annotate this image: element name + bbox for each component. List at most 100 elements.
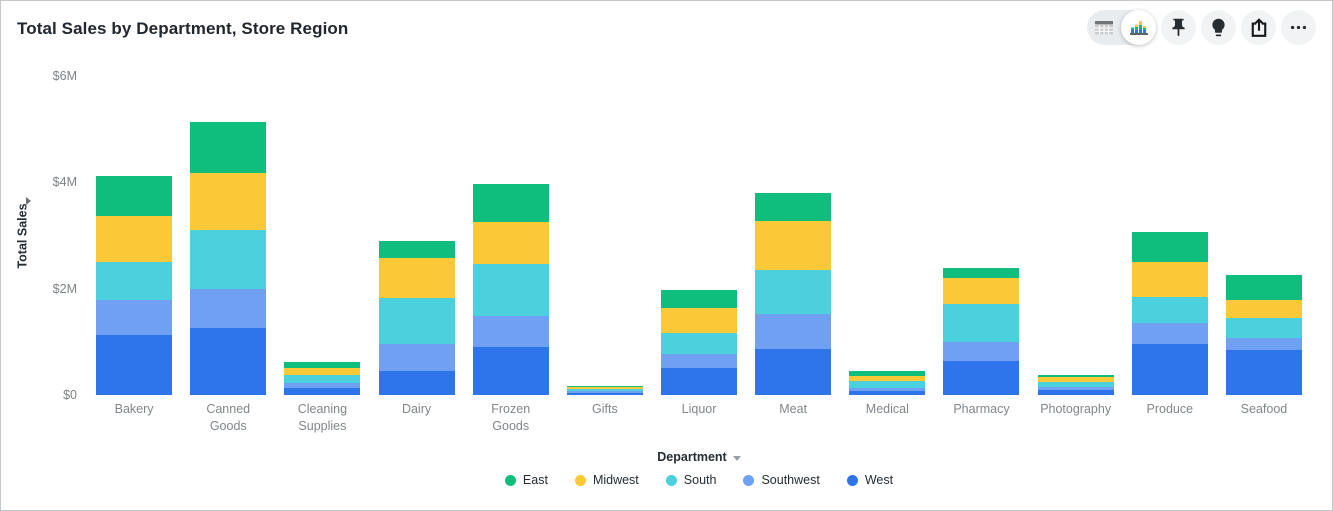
legend-item[interactable]: East — [504, 473, 548, 487]
y-tick-label: $4M — [52, 175, 77, 190]
bar-segment[interactable] — [755, 193, 832, 221]
bar-segment[interactable] — [661, 368, 738, 395]
bar-segment[interactable] — [472, 346, 549, 395]
legend-item[interactable]: Southwest — [743, 473, 820, 487]
x-tick-label: Cleaning Supplies — [297, 402, 348, 433]
pin-button[interactable] — [1161, 10, 1196, 45]
bar-segment[interactable] — [849, 390, 926, 395]
bar-segment[interactable] — [1225, 275, 1302, 300]
bar-segment[interactable] — [566, 389, 643, 392]
bar-segment[interactable] — [566, 392, 643, 395]
bar-segment[interactable] — [190, 327, 267, 395]
bar-segment[interactable] — [1131, 262, 1208, 297]
bar-segment[interactable] — [849, 381, 926, 388]
bar-segment[interactable] — [284, 362, 361, 369]
bar-segment[interactable] — [1037, 390, 1114, 395]
bar-segment[interactable] — [378, 241, 455, 258]
bar-segment[interactable] — [943, 277, 1020, 305]
bar-segment[interactable] — [566, 391, 643, 393]
bar-segment[interactable] — [472, 263, 549, 316]
table-view-button[interactable] — [1087, 10, 1121, 45]
share-button[interactable] — [1241, 10, 1276, 45]
bar-segment[interactable] — [755, 349, 832, 395]
bar-segment[interactable] — [755, 220, 832, 271]
bar-segment[interactable] — [1225, 299, 1302, 318]
bar-segment[interactable] — [284, 383, 361, 388]
bar-segment[interactable] — [849, 371, 926, 376]
bar-segment[interactable] — [1037, 376, 1114, 383]
x-tick-label: Pharmacy — [953, 402, 1010, 416]
bar-segment[interactable] — [566, 387, 643, 390]
bar-segment[interactable] — [1037, 387, 1114, 391]
bar-segment[interactable] — [755, 314, 832, 350]
legend-item[interactable]: Midwest — [574, 473, 639, 487]
bar-segment[interactable] — [755, 270, 832, 315]
bar-segment[interactable] — [190, 288, 267, 328]
bar-segment[interactable] — [96, 300, 173, 335]
stacked-bar — [1225, 275, 1302, 395]
bar-group — [1217, 76, 1311, 395]
bar-segment[interactable] — [1037, 375, 1114, 377]
bar-segment[interactable] — [849, 375, 926, 382]
legend-item[interactable]: West — [846, 473, 893, 487]
toolbar — [1087, 10, 1316, 45]
bar-segment[interactable] — [378, 343, 455, 372]
more-options-button[interactable] — [1281, 10, 1316, 45]
pin-icon — [1172, 18, 1185, 37]
bar-segment[interactable] — [661, 307, 738, 334]
bar-segment[interactable] — [96, 216, 173, 263]
bar-segment[interactable] — [1131, 323, 1208, 344]
bar-segment[interactable] — [96, 176, 173, 217]
stacked-bar — [755, 193, 832, 395]
bar-segment[interactable] — [943, 304, 1020, 342]
legend-label: Midwest — [592, 473, 639, 487]
legend-dot — [743, 474, 755, 486]
legend-item[interactable]: South — [665, 473, 717, 487]
x-tick-label: Dairy — [401, 402, 432, 416]
legend-label: Southwest — [761, 473, 820, 487]
bar-segment[interactable] — [190, 230, 267, 289]
bar-segment[interactable] — [1037, 382, 1114, 388]
explore-button[interactable] — [1201, 10, 1236, 45]
bar-segment[interactable] — [472, 222, 549, 264]
bar-segment[interactable] — [1131, 296, 1208, 324]
legend-label: South — [683, 473, 717, 487]
bar-segment[interactable] — [96, 262, 173, 301]
bar-segment[interactable] — [1225, 317, 1302, 338]
bar-segment[interactable] — [661, 289, 738, 308]
bar-segment[interactable] — [378, 371, 455, 395]
share-icon — [1251, 17, 1266, 37]
x-axis-caret-icon[interactable] — [732, 455, 741, 461]
bar-segment[interactable] — [190, 173, 267, 231]
bar-segment[interactable] — [1225, 337, 1302, 351]
legend: East Midwest South Southwest West — [87, 473, 1311, 487]
y-axis-caret-icon[interactable] — [26, 197, 31, 205]
bar-segment[interactable] — [661, 354, 738, 369]
bar-segment[interactable] — [378, 298, 455, 344]
bar-segment[interactable] — [943, 341, 1020, 361]
bar-segment[interactable] — [661, 333, 738, 355]
bar-segment[interactable] — [943, 361, 1020, 395]
x-axis-title: Department — [657, 450, 727, 464]
bar-group — [746, 76, 840, 395]
bar-group — [934, 76, 1028, 395]
bar-group — [1029, 76, 1123, 395]
bar-segment[interactable] — [849, 387, 926, 391]
bar-segment[interactable] — [378, 257, 455, 299]
bar-segment[interactable] — [472, 183, 549, 223]
bar-segment[interactable] — [1225, 350, 1302, 395]
visualization-view-button[interactable] — [1121, 10, 1156, 45]
bar-segment[interactable] — [472, 315, 549, 347]
bar-segment[interactable] — [96, 334, 173, 395]
bar-segment[interactable] — [1131, 232, 1208, 263]
y-axis: Total Sales — [9, 76, 37, 395]
bar-segment[interactable] — [566, 385, 643, 388]
bar-segment[interactable] — [284, 375, 361, 384]
bar-segment[interactable] — [284, 368, 361, 376]
bar-segment[interactable] — [190, 121, 267, 174]
bar-segment[interactable] — [943, 267, 1020, 278]
y-tick-label: $6M — [52, 69, 77, 83]
y-axis-ticks: $0 $2M $4M $6M — [1, 1, 77, 510]
bar-segment[interactable] — [1131, 344, 1208, 395]
bar-segment[interactable] — [284, 387, 361, 395]
